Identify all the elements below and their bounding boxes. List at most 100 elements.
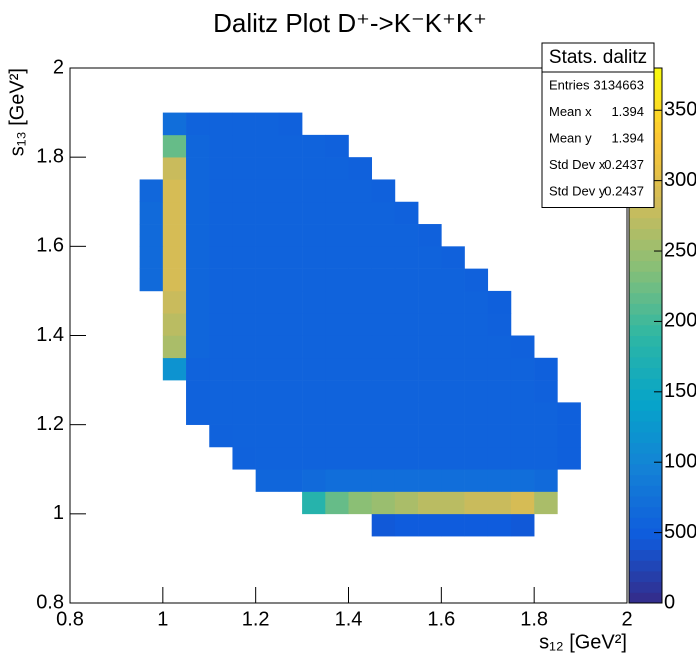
heatmap-cell (186, 112, 210, 136)
heatmap-cell (139, 179, 164, 203)
palette-step (629, 431, 662, 443)
heatmap-cell (255, 201, 280, 225)
heatmap-cell (487, 491, 512, 515)
heatmap-cell (186, 268, 210, 292)
heatmap-cell (232, 402, 256, 425)
heatmap-cell (232, 179, 256, 203)
heatmap-cell (348, 268, 373, 292)
palette-step (629, 378, 662, 390)
palette-step (629, 485, 662, 497)
heatmap-cell (371, 357, 396, 381)
heatmap-cell (255, 424, 280, 448)
stats-label: Mean x (549, 104, 592, 119)
heatmap-cell (510, 513, 535, 537)
heatmap-cell (487, 424, 512, 448)
heatmap-cell (255, 402, 280, 425)
heatmap-cell (348, 290, 373, 314)
palette-step (629, 560, 662, 572)
heatmap-cell (510, 402, 535, 425)
heatmap-cell (348, 380, 373, 403)
heatmap-cell (278, 446, 303, 470)
heatmap-cell (348, 446, 373, 470)
z-tick-label: 2000 (664, 310, 696, 332)
heatmap-cell (255, 112, 280, 136)
heatmap-cell (325, 157, 349, 180)
y-tick-label: 0.8 (36, 591, 64, 613)
heatmap-cell (325, 224, 349, 247)
y-axis-label: s₁₃ [GeV²] (6, 68, 28, 156)
heatmap-cell (162, 179, 187, 203)
heatmap-cell (278, 469, 303, 492)
heatmap-cell (534, 424, 558, 448)
palette-step (629, 239, 662, 251)
heatmap-cell (255, 290, 280, 314)
palette-step (629, 453, 662, 465)
heatmap-cell (209, 402, 233, 425)
heatmap-cell (487, 290, 512, 314)
stats-label: Mean y (549, 130, 592, 145)
heatmap-cell (394, 491, 419, 515)
heatmap-cell (464, 513, 489, 537)
heatmap-cell (464, 469, 489, 492)
heatmap-cell (534, 446, 558, 470)
heatmap-cell (534, 380, 558, 403)
heatmap-cell (441, 491, 465, 515)
heatmap-cell (302, 380, 326, 403)
heatmap-cell (302, 402, 326, 425)
heatmap-cell (464, 335, 489, 359)
heatmap-cell (418, 424, 442, 448)
heatmap-cell (487, 513, 512, 537)
heatmap-cell (162, 335, 187, 359)
heatmap-cell (418, 313, 442, 336)
heatmap-cell (510, 335, 535, 359)
x-tick-label: 1.6 (427, 608, 455, 630)
heatmap-cell (278, 313, 303, 336)
heatmap-cell (441, 246, 465, 269)
palette-step (629, 474, 662, 486)
palette-step (629, 303, 662, 315)
x-tick-label: 0.8 (56, 608, 84, 630)
heatmap-cell (348, 201, 373, 225)
palette-step (629, 581, 662, 593)
heatmap-cell (255, 157, 280, 180)
heatmap-cell (394, 246, 419, 269)
heatmap-cell (278, 157, 303, 180)
heatmap-cell (209, 201, 233, 225)
heatmap-cell (394, 201, 419, 225)
stats-value: 0.2437 (604, 183, 644, 198)
heatmap-cell (186, 134, 210, 158)
heatmap-cell (325, 424, 349, 448)
heatmap-cell (325, 469, 349, 492)
heatmap-cell (209, 157, 233, 180)
heatmap-cell (534, 402, 558, 425)
palette-step (629, 517, 662, 529)
x-axis-label: s₁₂ [GeV²] (539, 631, 627, 653)
heatmap-cell (255, 335, 280, 359)
heatmap-cell (232, 157, 256, 180)
heatmap-cell (441, 424, 465, 448)
heatmap-cell (441, 313, 465, 336)
x-tick-label: 1.2 (242, 608, 270, 630)
heatmap-cell (162, 157, 187, 180)
heatmap-cell (232, 290, 256, 314)
heatmap-cell (371, 268, 396, 292)
heatmap-cell (348, 246, 373, 269)
heatmap-cell (534, 469, 558, 492)
stats-label: Entries (549, 77, 590, 92)
heatmap-cell (209, 313, 233, 336)
heatmap-cell (510, 380, 535, 403)
heatmap-cell (278, 224, 303, 247)
heatmap-cell (441, 513, 465, 537)
palette-step (629, 260, 662, 272)
stats-value: 0.2437 (604, 157, 644, 172)
heatmap-cell (464, 380, 489, 403)
heatmap-cell (394, 335, 419, 359)
y-tick-label: 1 (53, 502, 64, 524)
heatmap-cell (487, 313, 512, 336)
heatmap-cell (348, 157, 373, 180)
chart-title: Dalitz Plot D⁺->K⁻K⁺K⁺ (213, 8, 487, 38)
heatmap-cell (325, 290, 349, 314)
